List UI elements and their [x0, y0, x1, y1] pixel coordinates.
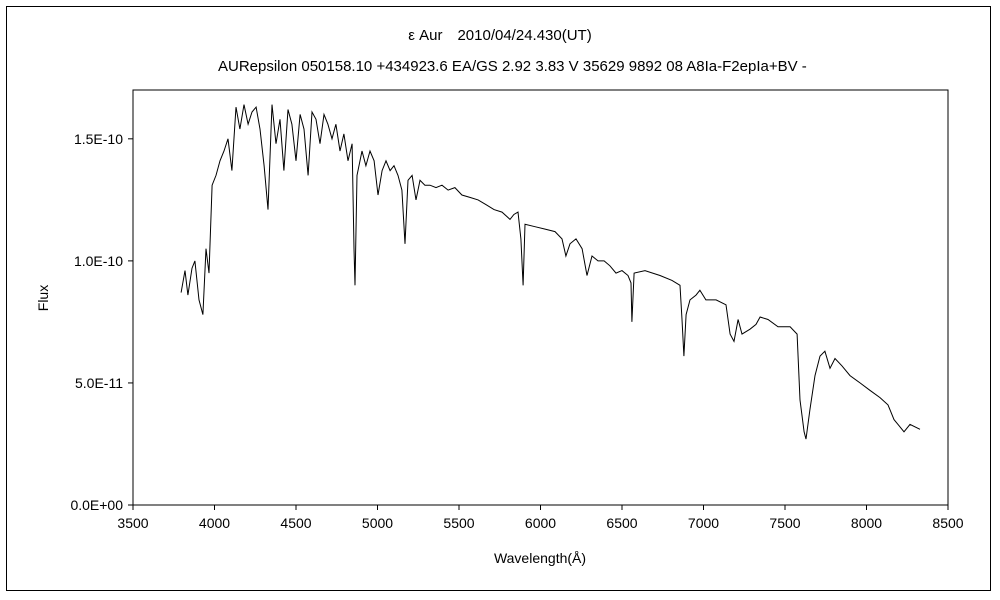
- x-tick-label: 7500: [769, 515, 800, 531]
- x-tick-label: 4000: [199, 515, 230, 531]
- x-tick-label: 4500: [280, 515, 311, 531]
- chart-subtitle: AURepsilon 050158.10 +434923.6 EA/GS 2.9…: [218, 58, 807, 75]
- spectrum-line: [180, 104, 921, 440]
- y-tick-label: 1.5E-10: [74, 131, 123, 147]
- x-tick-label: 3500: [117, 515, 148, 531]
- x-tick-label: 8000: [851, 515, 882, 531]
- plot-area: [132, 89, 949, 506]
- x-tick-label: 7000: [688, 515, 719, 531]
- y-tick-label: 1.0E-10: [74, 253, 123, 269]
- y-tick-label: 0.0E+00: [70, 497, 123, 513]
- chart-title: ε Aur 2010/04/24.430(UT): [408, 27, 592, 44]
- x-tick-label: 5500: [443, 515, 474, 531]
- y-axis-label: Flux: [35, 285, 51, 311]
- x-tick-label: 8500: [932, 515, 963, 531]
- x-tick-label: 6000: [525, 515, 556, 531]
- y-tick-label: 5.0E-11: [75, 375, 123, 391]
- x-tick-label: 5000: [362, 515, 393, 531]
- x-axis-label: Wavelength(Å): [494, 550, 586, 566]
- x-tick-label: 6500: [606, 515, 637, 531]
- chart-frame: [6, 6, 991, 591]
